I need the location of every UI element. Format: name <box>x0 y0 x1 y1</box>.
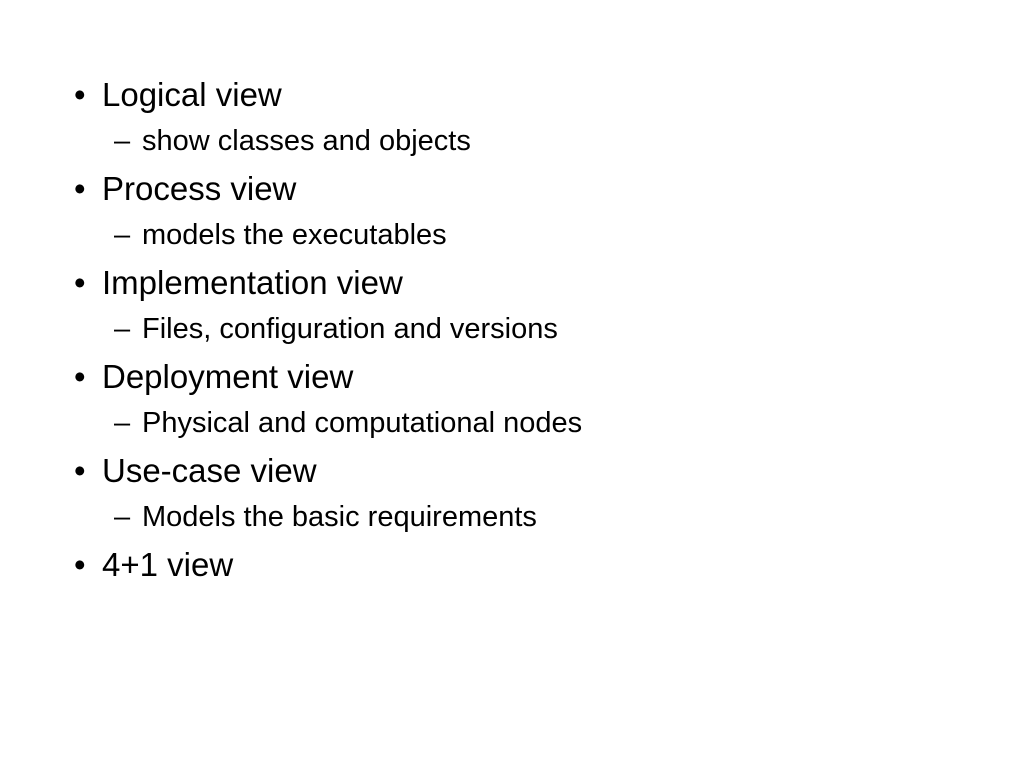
sub-list-item-label: Files, configuration and versions <box>142 311 964 347</box>
sub-list: show classes and objects <box>102 123 964 159</box>
sub-list: Files, configuration and versions <box>102 311 964 347</box>
list-item: Process view models the executables <box>60 169 964 253</box>
sub-list-item: Models the basic requirements <box>102 499 964 535</box>
sub-list-item-label: models the executables <box>142 217 964 253</box>
list-item-label: Deployment view <box>102 357 964 397</box>
sub-list-item: Physical and computational nodes <box>102 405 964 441</box>
list-item: Logical view show classes and objects <box>60 75 964 159</box>
list-item-label: Implementation view <box>102 263 964 303</box>
list-item-label: Use-case view <box>102 451 964 491</box>
bullet-list: Logical view show classes and objects Pr… <box>60 75 964 585</box>
list-item-label: 4+1 view <box>102 545 964 585</box>
sub-list: Models the basic requirements <box>102 499 964 535</box>
sub-list-item: Files, configuration and versions <box>102 311 964 347</box>
list-item: Use-case view Models the basic requireme… <box>60 451 964 535</box>
list-item-label: Process view <box>102 169 964 209</box>
sub-list: models the executables <box>102 217 964 253</box>
list-item: Deployment view Physical and computation… <box>60 357 964 441</box>
sub-list-item-label: Models the basic requirements <box>142 499 964 535</box>
sub-list: Physical and computational nodes <box>102 405 964 441</box>
sub-list-item: models the executables <box>102 217 964 253</box>
list-item-label: Logical view <box>102 75 964 115</box>
sub-list-item: show classes and objects <box>102 123 964 159</box>
list-item: 4+1 view <box>60 545 964 585</box>
sub-list-item-label: Physical and computational nodes <box>142 405 964 441</box>
list-item: Implementation view Files, configuration… <box>60 263 964 347</box>
sub-list-item-label: show classes and objects <box>142 123 964 159</box>
